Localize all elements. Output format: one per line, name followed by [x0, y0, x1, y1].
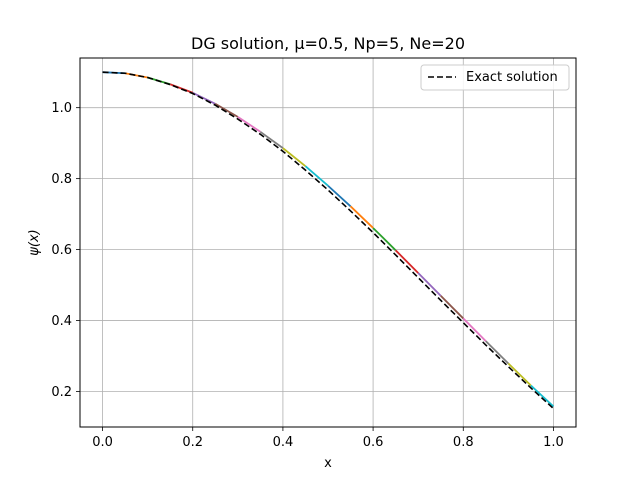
dg-element-line: [349, 205, 374, 229]
y-axis-ticks: 0.2 0.4 0.6 0.8 1.0: [51, 101, 80, 400]
y-tick-label: 1.0: [51, 101, 72, 116]
dg-element-line: [417, 272, 442, 297]
dg-element-line: [259, 131, 284, 149]
exact-solution-line: [102, 71, 554, 410]
dg-element-line: [214, 102, 239, 118]
y-tick-label: 0.6: [51, 243, 72, 258]
gridlines: [80, 58, 576, 427]
y-tick-label: 0.8: [51, 172, 72, 187]
dg-element-line: [327, 185, 352, 207]
legend: Exact solution: [420, 64, 570, 91]
x-tick-label: 1.0: [543, 435, 564, 450]
dg-element-line: [485, 340, 509, 365]
x-tick-label: 0.4: [273, 435, 294, 450]
dg-element-line: [507, 362, 532, 387]
y-tick-label: 0.2: [51, 385, 72, 400]
legend-box: [420, 64, 570, 91]
dg-element-line: [282, 147, 307, 167]
x-tick-label: 0.6: [363, 435, 384, 450]
dg-element-line: [237, 116, 261, 133]
legend-exact-label: Exact solution: [466, 70, 558, 85]
dg-element-line: [124, 72, 148, 79]
dg-element-line: [192, 91, 216, 105]
y-tick-label: 0.4: [51, 314, 72, 329]
x-axis-ticks: 0.0 0.2 0.4 0.6 0.8 1.0: [92, 427, 564, 450]
x-tick-label: 0.8: [453, 435, 474, 450]
y-axis-label: ψ(x): [27, 229, 42, 255]
chart-title: DG solution, μ=0.5, Np=5, Ne=20: [191, 34, 465, 53]
dg-element-line: [440, 295, 464, 320]
dg-element-line: [462, 317, 487, 342]
dg-element-line: [394, 249, 419, 274]
dg-solution-series: [102, 71, 555, 408]
x-tick-label: 0.2: [182, 435, 203, 450]
dg-element-line: [304, 165, 329, 187]
plot-frame: [79, 57, 577, 428]
exact-solution-series: [102, 71, 554, 410]
dg-element-line: [530, 384, 555, 408]
x-tick-label: 0.0: [92, 435, 113, 450]
x-axis-label: x: [324, 456, 332, 471]
dg-element-line: [372, 227, 397, 251]
